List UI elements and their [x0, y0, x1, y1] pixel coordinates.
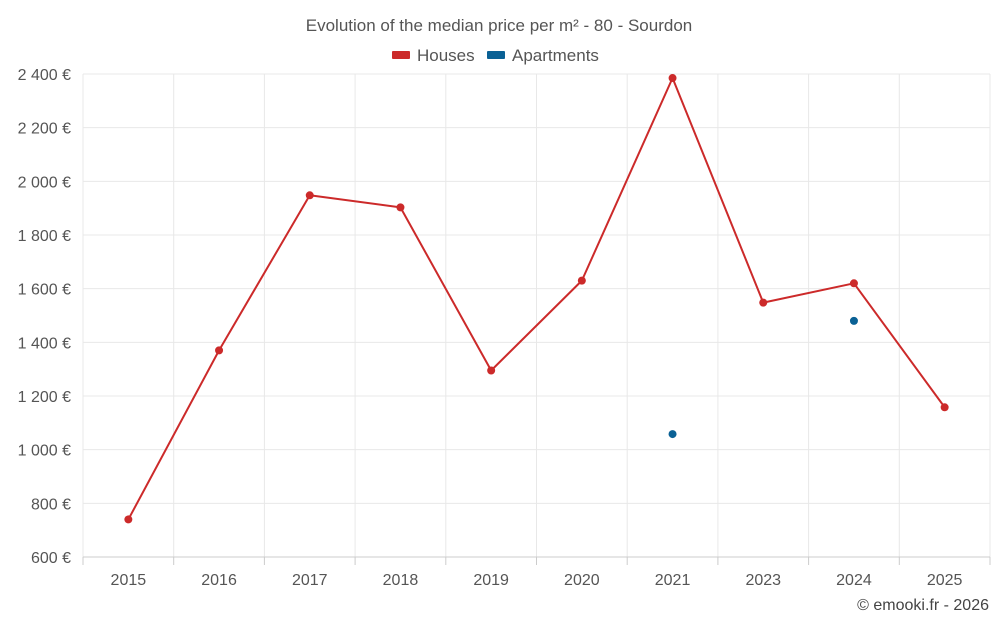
y-tick-label: 1 200 €	[18, 389, 71, 406]
legend[interactable]: Houses Apartments	[392, 46, 599, 65]
chart-title: Evolution of the median price per m² - 8…	[306, 16, 692, 35]
series-line-houses	[127, 77, 946, 520]
data-point-apartments[interactable]	[668, 430, 677, 439]
data-point-houses[interactable]	[487, 366, 496, 375]
x-axis: 2015 2016 2017 2018 2019 2020 2021 2023 2024 2025	[82, 556, 991, 589]
y-tick-label: 600 €	[31, 550, 71, 567]
legend-swatch-houses	[392, 51, 410, 59]
x-tick-label: 2020	[564, 572, 600, 589]
series-apartments	[668, 316, 858, 439]
legend-item-apartments[interactable]: Apartments	[487, 46, 599, 65]
x-tick-label: 2023	[745, 572, 781, 589]
x-tick-label: 2025	[927, 572, 963, 589]
legend-label-apartments: Apartments	[512, 46, 599, 65]
data-point-apartments[interactable]	[849, 316, 858, 325]
y-tick-label: 2 400 €	[18, 67, 71, 84]
x-tick-label: 2024	[836, 572, 872, 589]
y-tick-label: 2 000 €	[18, 174, 71, 191]
x-tick-label: 2018	[383, 572, 419, 589]
data-point-houses[interactable]	[215, 346, 224, 355]
data-point-houses[interactable]	[849, 279, 858, 288]
x-tick-label: 2019	[473, 572, 509, 589]
series-houses	[124, 74, 949, 524]
y-tick-label: 1 400 €	[18, 335, 71, 352]
y-axis: 600 € 800 € 1 000 € 1 200 € 1 400 € 1 600 € 1 …	[18, 67, 71, 567]
data-point-houses[interactable]	[759, 298, 768, 307]
y-tick-label: 1 800 €	[18, 228, 71, 245]
data-point-houses[interactable]	[668, 74, 677, 83]
x-tick-label: 2017	[292, 572, 328, 589]
x-tick-label: 2016	[201, 572, 237, 589]
data-point-houses[interactable]	[940, 403, 949, 412]
x-tick-label: 2021	[655, 572, 691, 589]
y-tick-label: 2 200 €	[18, 121, 71, 138]
series-layer	[124, 74, 949, 524]
data-point-houses[interactable]	[396, 203, 405, 212]
data-point-houses[interactable]	[577, 276, 586, 285]
data-point-houses[interactable]	[305, 191, 314, 200]
data-point-houses[interactable]	[124, 515, 133, 524]
x-tick-label: 2015	[111, 572, 147, 589]
y-tick-label: 1 000 €	[18, 443, 71, 460]
legend-swatch-apartments	[487, 51, 505, 59]
credit-text: © emooki.fr - 2026	[857, 597, 989, 614]
legend-item-houses[interactable]: Houses	[392, 46, 475, 65]
gridlines	[82, 73, 991, 557]
y-tick-label: 1 600 €	[18, 282, 71, 299]
legend-label-houses: Houses	[417, 46, 475, 65]
y-tick-label: 800 €	[31, 496, 71, 513]
